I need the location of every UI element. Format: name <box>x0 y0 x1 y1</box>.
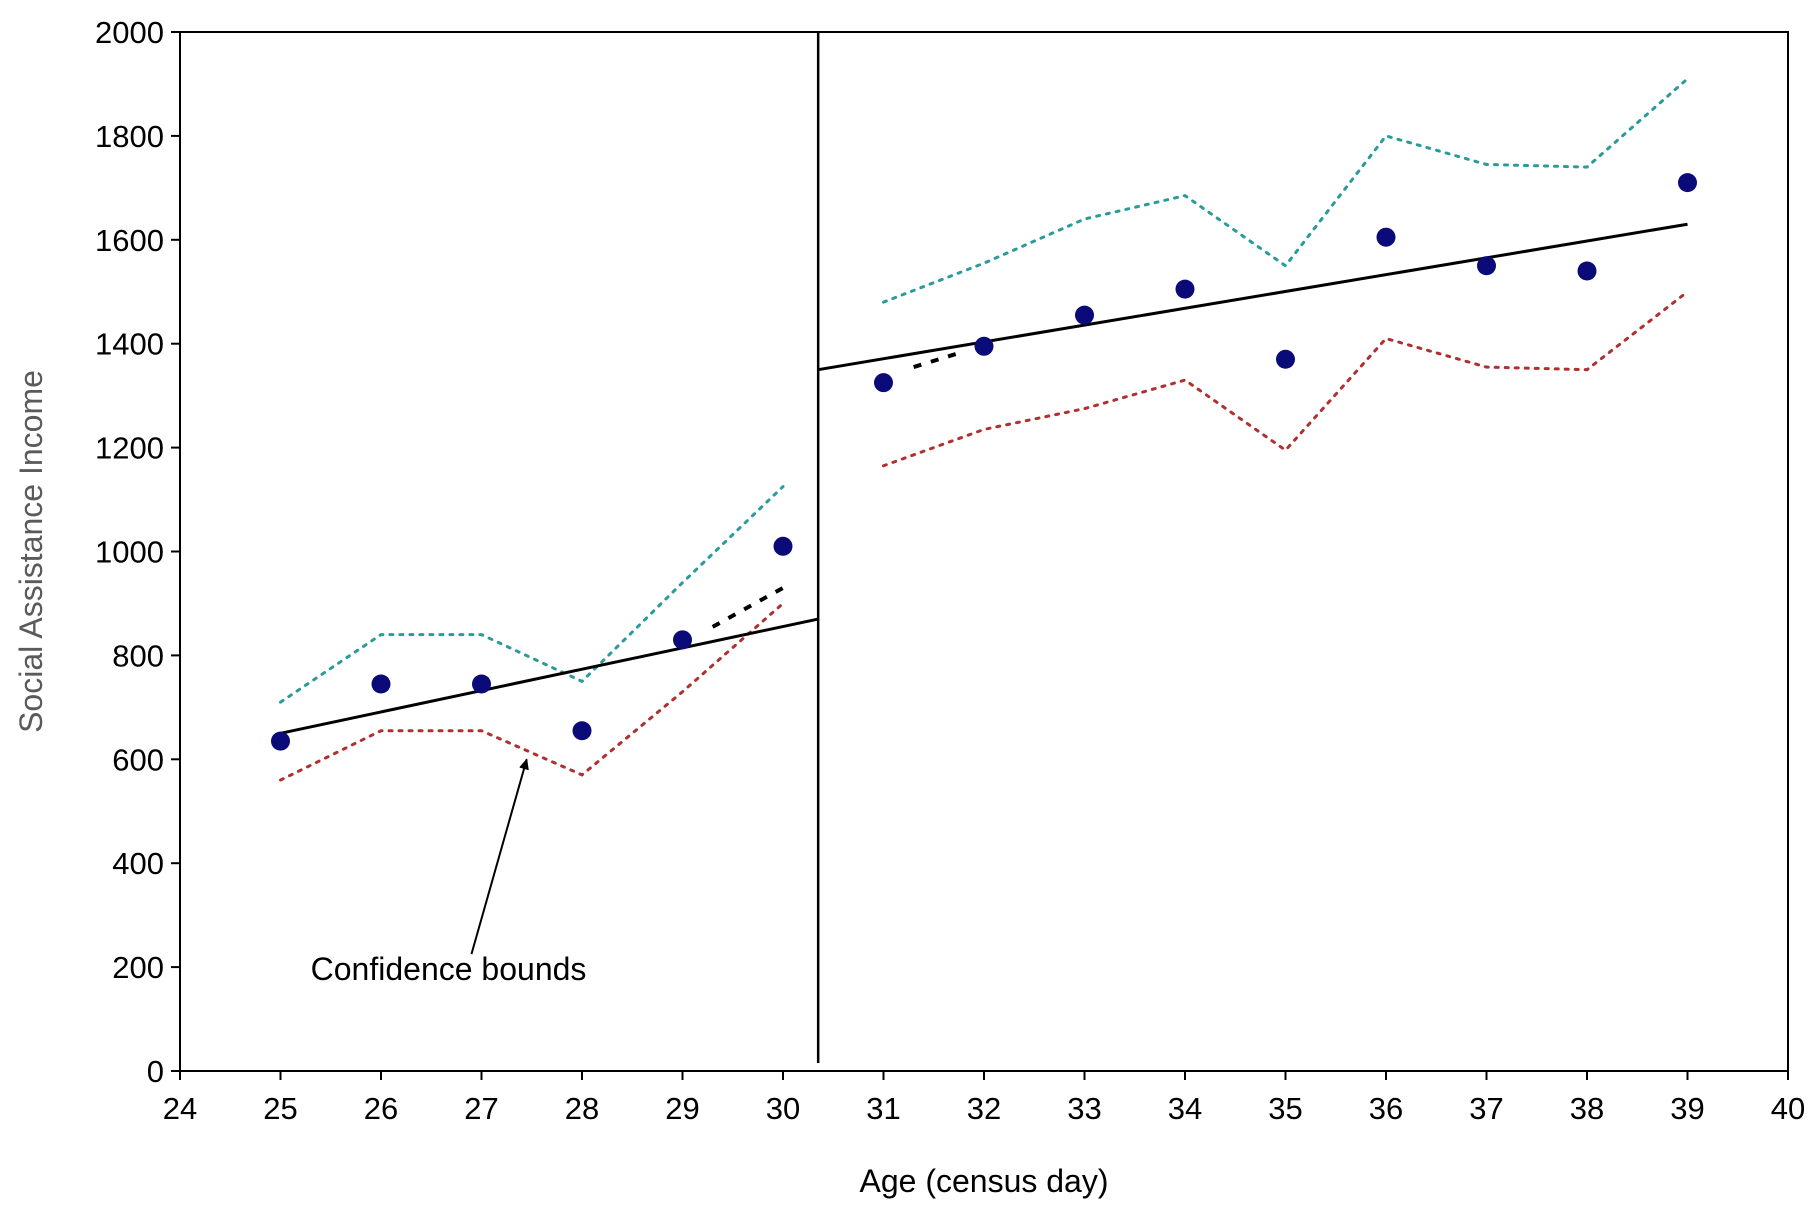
x-tick-label: 32 <box>967 1091 1001 1126</box>
x-tick-label: 38 <box>1570 1091 1604 1126</box>
fit-extension-line <box>913 349 965 369</box>
x-tick-label: 37 <box>1469 1091 1503 1126</box>
upper-bound-line <box>279 485 785 704</box>
x-tick-label: 29 <box>665 1091 699 1126</box>
y-tick-label: 1800 <box>95 119 164 154</box>
x-tick-label: 33 <box>1067 1091 1101 1126</box>
data-point <box>371 674 391 694</box>
data-point <box>673 630 692 650</box>
data-point <box>572 721 592 741</box>
x-tick-label: 35 <box>1268 1091 1302 1126</box>
y-tick-label: 800 <box>112 638 164 673</box>
data-point <box>874 373 893 393</box>
data-point <box>1678 173 1697 193</box>
x-tick-label: 34 <box>1168 1091 1202 1126</box>
x-tick-label: 27 <box>464 1091 498 1126</box>
annotation: Confidence bounds <box>311 758 587 987</box>
fit-line <box>280 617 819 735</box>
y-tick-label: 1600 <box>95 223 164 258</box>
data-point <box>974 336 994 356</box>
data-point <box>1175 279 1195 299</box>
data-point <box>1276 349 1295 369</box>
annotation-text: Confidence bounds <box>311 951 587 987</box>
data-point <box>271 731 290 751</box>
x-tick-label: 31 <box>866 1091 900 1126</box>
y-axis-ticks: 0 200 400 600 800 1000 1200 1400 1600 1800 2000 <box>95 15 180 1089</box>
y-tick-label: 200 <box>112 950 164 985</box>
x-tick-label: 26 <box>364 1091 398 1126</box>
y-axis-label: Social Assistance Income <box>13 370 49 733</box>
data-point <box>1477 256 1496 276</box>
y-tick-label: 400 <box>112 846 164 881</box>
y-tick-label: 1400 <box>95 327 164 362</box>
fit-line <box>817 222 1688 372</box>
data-point <box>472 674 491 694</box>
annotation-arrow <box>470 758 529 955</box>
x-tick-label: 30 <box>766 1091 800 1126</box>
fit-extension-line <box>711 586 784 629</box>
x-tick-label: 24 <box>163 1091 197 1126</box>
x-axis-label: Age (census day) <box>859 1163 1108 1199</box>
plot-frame <box>179 31 1789 1072</box>
data-point <box>1075 305 1094 325</box>
upper-bound-line <box>882 77 1689 304</box>
y-tick-label: 1200 <box>95 431 164 466</box>
y-tick-label: 600 <box>112 742 164 777</box>
x-tick-label: 28 <box>565 1091 599 1126</box>
x-tick-label: 39 <box>1670 1091 1704 1126</box>
x-tick-label: 25 <box>263 1091 297 1126</box>
data-point <box>1577 261 1597 281</box>
x-axis-ticks: 24 25 26 27 28 29 30 31 32 33 34 35 36 37 38 39 40 <box>163 1071 1805 1126</box>
lower-bound-line <box>279 601 785 782</box>
x-tick-label: 40 <box>1771 1091 1805 1126</box>
fit-lines <box>280 222 1688 735</box>
y-tick-label: 0 <box>147 1054 164 1089</box>
lower-bound-line <box>882 290 1689 468</box>
data-point <box>773 536 793 556</box>
confidence-bounds <box>279 77 1689 782</box>
x-tick-label: 36 <box>1369 1091 1403 1126</box>
data-point <box>1376 227 1396 247</box>
y-tick-label: 1000 <box>95 535 164 570</box>
y-tick-label: 2000 <box>95 15 164 50</box>
data-points <box>271 173 1697 751</box>
